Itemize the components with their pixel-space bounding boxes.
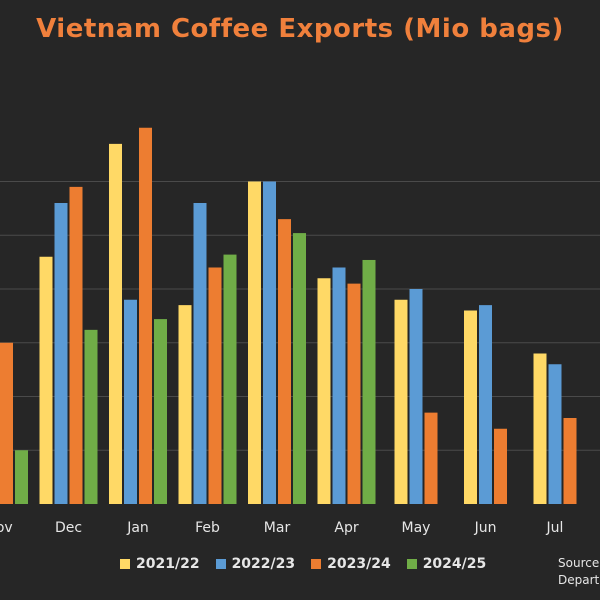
bar-jan-2022-23: [124, 299, 137, 504]
legend-item: 2024/25: [406, 556, 487, 572]
bar-mar-2023-24: [278, 219, 291, 504]
bar-feb-2022-23: [193, 203, 207, 504]
legend-item: 2021/22: [120, 556, 200, 572]
bar-dec-2023-24: [69, 186, 83, 504]
legend-swatch: [215, 559, 226, 569]
bar-jan-2024-25: [154, 319, 167, 504]
x-tick-label: Apr: [334, 520, 358, 536]
legend-label: 2022/23: [231, 556, 296, 572]
bar-jun-2022-23: [479, 305, 492, 504]
x-tick-label: Mar: [264, 520, 291, 536]
x-tick-label: May: [402, 520, 431, 536]
source-note: Source Depart: [558, 555, 599, 589]
bar-mar-2022-23: [263, 181, 276, 504]
x-axis-tick-labels: NovDecJanFebMarAprMayJunJulAug: [0, 520, 564, 536]
bar-mar-2024-25: [293, 233, 306, 504]
bar-feb-2024-25: [223, 254, 237, 504]
legend-swatch: [311, 559, 322, 569]
legend-label: 2023/24: [327, 556, 391, 572]
legend-item: 2022/23: [215, 556, 296, 572]
bar-apr-2024-25: [362, 259, 376, 504]
bar-feb-2021-22: [178, 305, 192, 504]
legend-item: 2023/24: [311, 556, 391, 572]
x-tick-label: Nov: [0, 520, 13, 536]
bar-jul-2022-23: [548, 364, 562, 504]
bar-jul-2023-24: [563, 418, 577, 504]
bar-apr-2021-22: [317, 278, 331, 504]
x-tick-label: Feb: [195, 520, 220, 536]
bar-jul-2021-22: [533, 353, 547, 504]
bar-may-2022-23: [409, 289, 423, 504]
chart-title: Vietnam Coffee Exports (Mio bags): [36, 14, 564, 44]
bar-may-2023-24: [424, 412, 438, 504]
bar-apr-2023-24: [347, 283, 361, 504]
legend-swatch: [406, 559, 417, 569]
legend: 2021/22 2022/23 2023/24 2024/25: [120, 556, 486, 572]
bar-jan-2021-22: [109, 143, 122, 504]
legend-swatch: [120, 559, 130, 569]
bar-dec-2022-23: [54, 203, 68, 504]
x-tick-label: Jun: [474, 520, 497, 536]
source-line-1: Source: [558, 556, 600, 570]
x-tick-label: Jan: [126, 520, 149, 536]
bar-mar-2021-22: [248, 181, 261, 504]
bar-jun-2021-22: [464, 310, 477, 504]
bar-nov-2023-24: [0, 342, 13, 504]
bar-may-2021-22: [394, 299, 408, 504]
legend-label: 2021/22: [136, 556, 200, 572]
bar-nov-2024-25: [15, 450, 28, 504]
bar-dec-2021-22: [39, 256, 53, 504]
legend-label: 2024/25: [422, 556, 487, 572]
bar-jan-2023-24: [139, 127, 152, 504]
x-tick-label: Jul: [546, 520, 564, 536]
bar-feb-2023-24: [208, 267, 222, 504]
bar-groups: [0, 127, 577, 504]
bar-apr-2022-23: [332, 267, 346, 504]
bar-jun-2023-24: [494, 428, 507, 504]
source-line-2: Depart: [558, 573, 600, 587]
x-tick-label: Dec: [55, 520, 82, 536]
bar-dec-2024-25: [84, 329, 98, 504]
